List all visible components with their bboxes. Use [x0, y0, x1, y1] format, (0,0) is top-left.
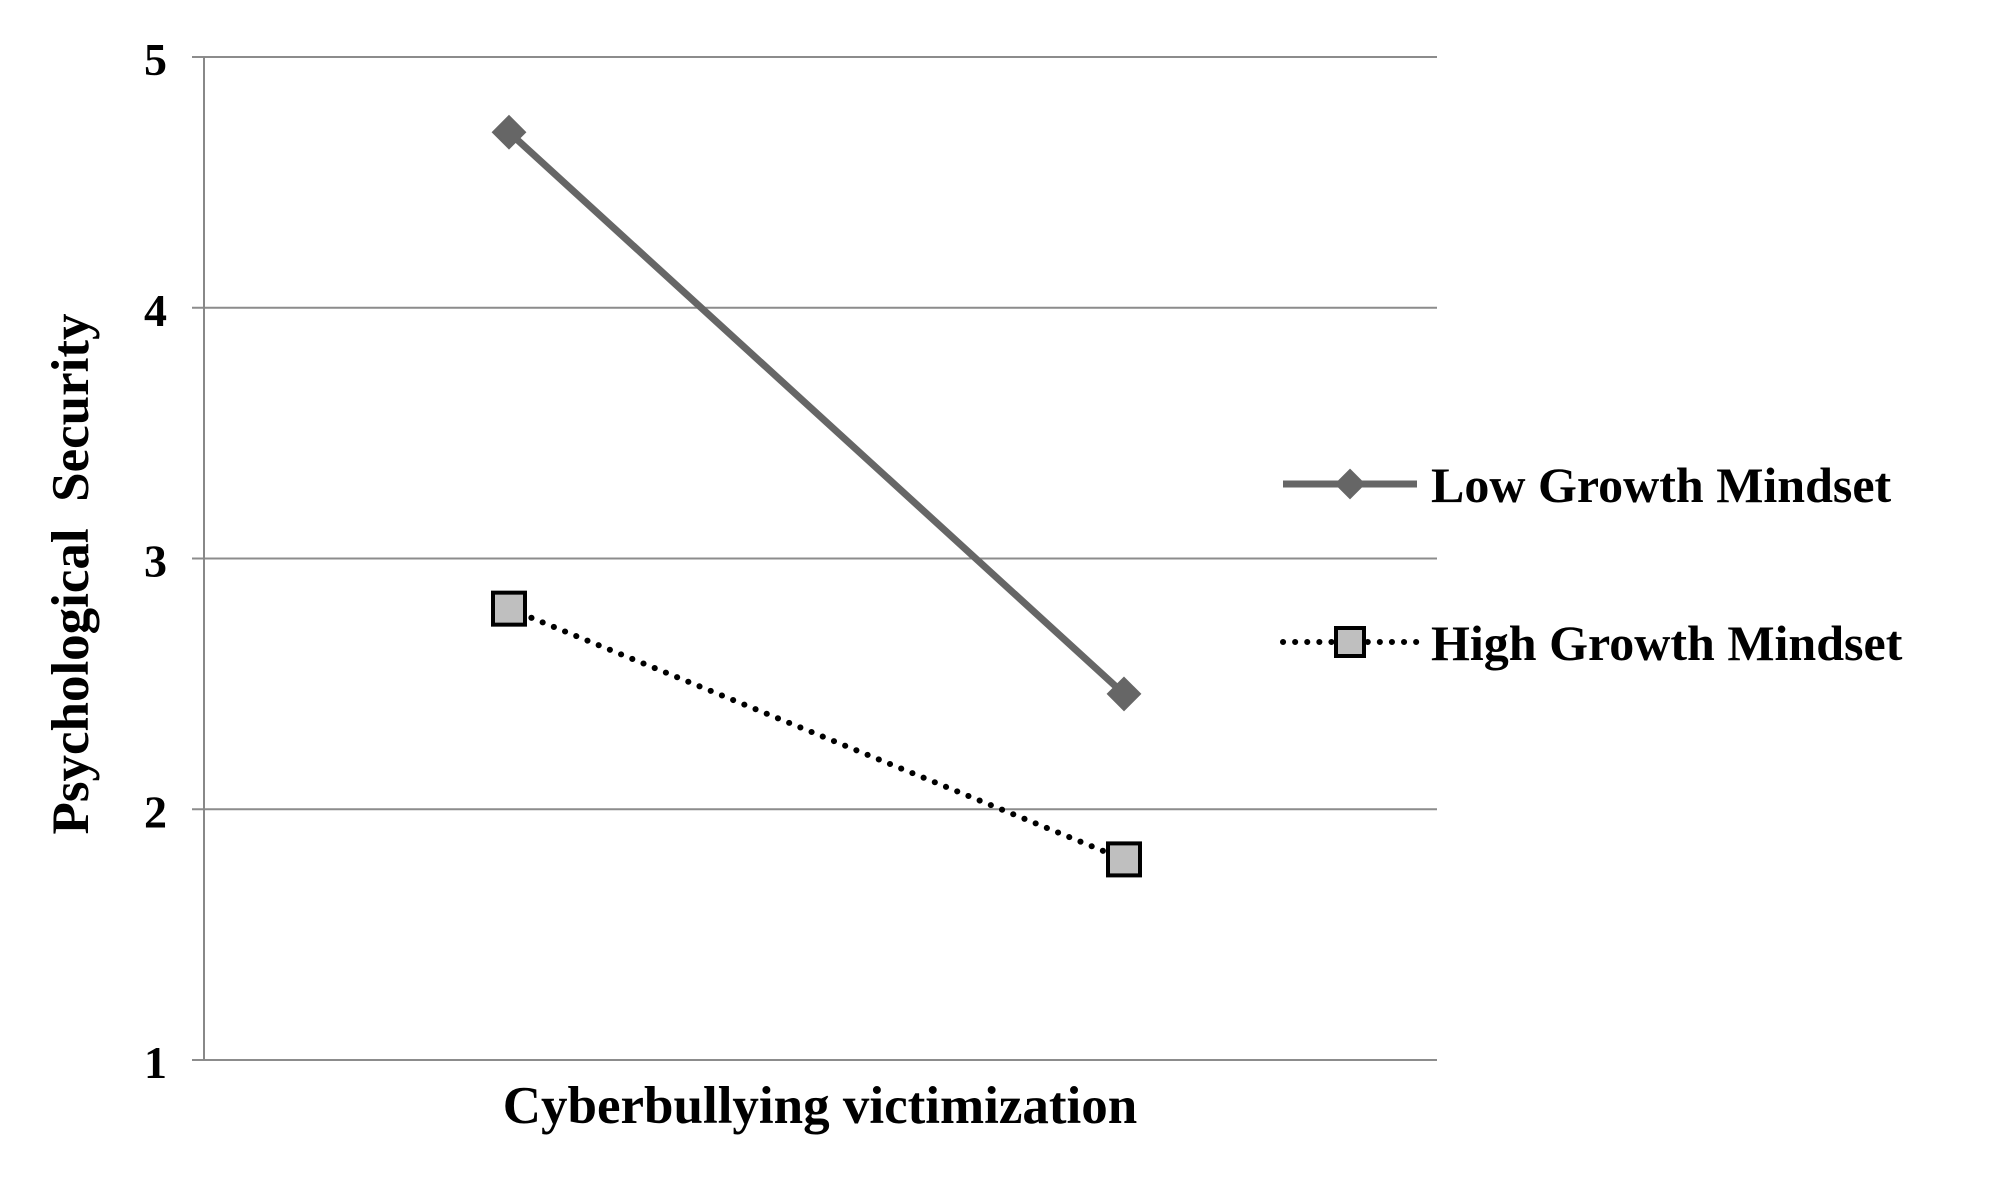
markers [491, 114, 1142, 878]
gridlines [192, 56, 1437, 1061]
legend-label-1: High Growth Mindset [1431, 615, 1903, 671]
legend-marker-1 [1334, 626, 1366, 658]
y-tick-label-2: 3 [144, 536, 167, 587]
y-tick-label-0: 1 [144, 1037, 167, 1088]
data-point-0-1 [1106, 676, 1142, 712]
legend-label-0: Low Growth Mindset [1431, 457, 1892, 513]
y-tick-label-1: 2 [144, 786, 167, 837]
y-axis-title: Psychological Security [42, 313, 100, 834]
data-point-1-0 [491, 590, 527, 627]
y-tick-label-3: 4 [144, 285, 167, 336]
series-line-0 [506, 129, 1127, 697]
legend-marker-0 [1334, 468, 1366, 500]
data-point-1-1 [1106, 841, 1142, 878]
x-axis-title: Cyberbullying victimization [503, 1077, 1138, 1135]
data-point-0-0 [491, 114, 527, 150]
series-line-1 [506, 605, 1127, 863]
y-tick-label-4: 5 [144, 34, 167, 85]
legend: Low Growth Mindset High Growth Mindset [1280, 457, 1903, 671]
y-tick-labels: 1 2 3 4 5 [144, 34, 167, 1088]
series [506, 129, 1127, 863]
